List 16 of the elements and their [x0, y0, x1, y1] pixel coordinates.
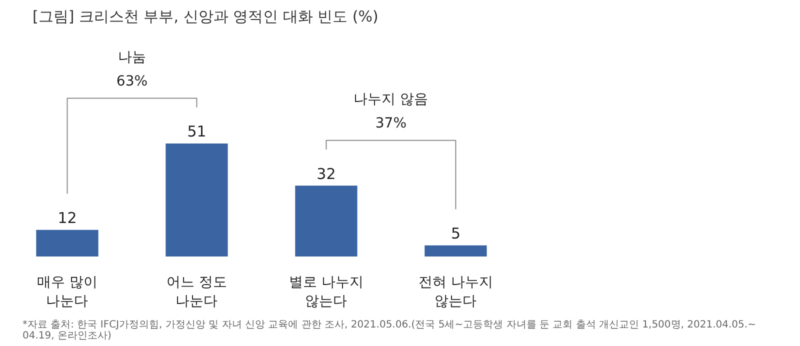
- bar: [36, 230, 98, 256]
- x-tick-label: 매우 많이 나눈다: [37, 274, 98, 310]
- data-label: 32: [316, 164, 336, 183]
- text: *자료 출처: 한국 IFCJ가정의힘, 가정신앙 및 자녀 신앙 교육에 관한 조사, 2021.05.06.(전국 5세~고등학생 자녀를 둔 교회 출석 개신교인 1,500명, 2021.04.05.~ 04.19, 온라인조사): [22, 320, 756, 342]
- bar: [166, 144, 228, 256]
- text: 나누지 않음 37%: [354, 91, 428, 132]
- bar: [295, 186, 358, 256]
- x-tick-label: 전혀 나누지 않는다: [418, 274, 493, 310]
- text: 나눔 63%: [116, 49, 148, 90]
- x-tick-label: 별로 나누지 않는다: [289, 274, 364, 310]
- data-label: 12: [58, 209, 77, 228]
- chart-title: [그림] 크리스천 부부, 신앙과 영적인 대화 빈도 (%): [32, 8, 378, 26]
- data-label: 51: [187, 122, 206, 141]
- bar: [424, 245, 487, 256]
- data-label: 5: [450, 224, 460, 243]
- x-tick-label: 어느 정도 나눈다: [166, 274, 227, 310]
